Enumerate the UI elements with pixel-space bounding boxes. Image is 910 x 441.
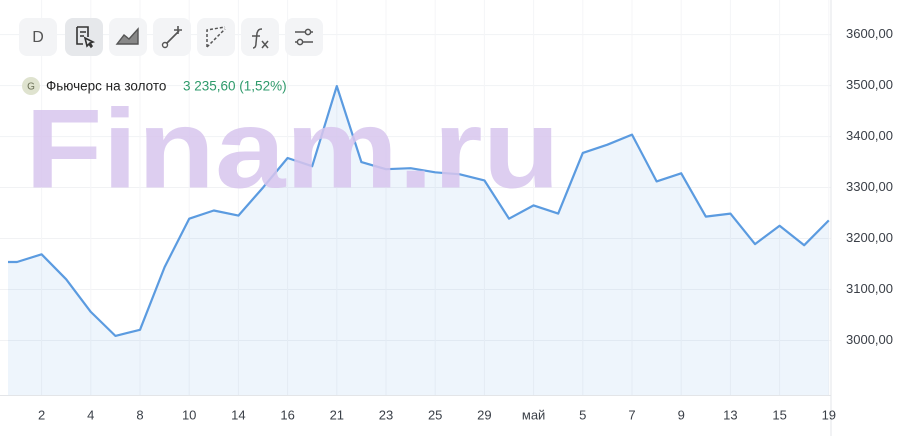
y-tick-label: 3400,00 [846, 128, 893, 143]
line [7, 85, 830, 337]
x-tick-label: 25 [428, 407, 442, 422]
icon [161, 41, 169, 49]
toolbar: D [19, 18, 323, 56]
legend-badge [22, 77, 40, 95]
x-tick-label: 19 [822, 407, 836, 422]
icon [304, 28, 312, 36]
x-tick-label: 15 [772, 407, 786, 422]
x-tick-label: 14 [231, 407, 245, 422]
icon [115, 27, 139, 45]
interval-button[interactable] [19, 18, 57, 56]
tool-button[interactable] [285, 18, 323, 56]
y-tick-label: 3000,00 [846, 332, 893, 347]
x-tick-label: 13 [723, 407, 737, 422]
x-tick-label: 9 [678, 407, 685, 422]
legend: G Фьючерс на золото 3 235,60 (1,52%) [22, 77, 287, 95]
x-tick-label: 2 [38, 407, 45, 422]
y-tick-label: 3300,00 [846, 179, 893, 194]
y-tick-label: 3500,00 [846, 77, 893, 92]
tool-button[interactable] [109, 18, 147, 56]
tool-button[interactable] [197, 18, 235, 56]
x-tick-label: 23 [379, 407, 393, 422]
legend-badge-label: G [27, 82, 35, 93]
y-tick-label: 3200,00 [846, 230, 893, 245]
area [8, 86, 829, 395]
x-tick-label: 8 [136, 407, 143, 422]
y-tick-label: 3100,00 [846, 281, 893, 296]
legend-last-value: 3 235,60 (1,52%) [183, 79, 287, 94]
icon [252, 28, 269, 49]
icon [164, 26, 182, 46]
x-tick-label: 7 [628, 407, 635, 422]
x-tick-label: 16 [280, 407, 294, 422]
y-tick-label: 3600,00 [846, 26, 893, 41]
x-tick-label: 10 [182, 407, 196, 422]
x-tick-label: май [522, 407, 545, 422]
x-tick-label: 5 [579, 407, 586, 422]
plot [0, 0, 831, 395]
x-tick-label: 29 [477, 407, 491, 422]
interval-label[interactable]: D [32, 29, 44, 46]
icon [296, 38, 304, 46]
icon [76, 26, 96, 49]
watermark: Finam.ru [25, 87, 560, 212]
legend-name: Фьючерс на золото [46, 79, 166, 94]
tool-button[interactable] [241, 18, 279, 56]
x-tick-label: 4 [87, 407, 94, 422]
icon [206, 26, 226, 48]
x-tick-label: 21 [330, 407, 344, 422]
